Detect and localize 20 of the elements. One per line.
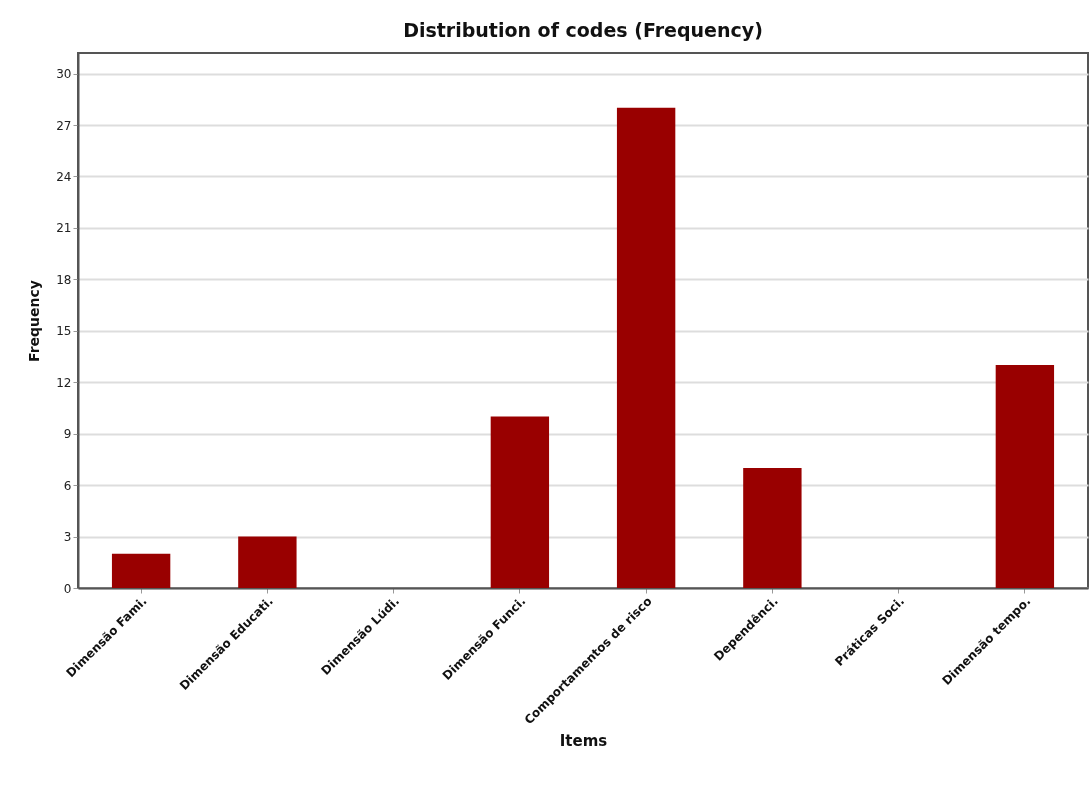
bar — [111, 553, 171, 588]
y-tick-label: 0 — [63, 581, 72, 596]
y-tick-label: 30 — [56, 67, 72, 82]
bar — [490, 416, 550, 588]
y-tick-label: 24 — [56, 169, 72, 184]
y-tick-label: 6 — [63, 478, 72, 493]
chart-title: Distribution of codes (Frequency) — [403, 19, 763, 41]
bar — [616, 107, 676, 588]
y-tick-label: 18 — [56, 272, 72, 287]
bar — [995, 365, 1055, 588]
y-axis-title: Frequency — [26, 280, 43, 362]
y-tick-label: 3 — [63, 530, 72, 545]
bar — [238, 536, 297, 588]
y-tick-label: 9 — [63, 427, 72, 442]
y-tick-label: 21 — [56, 221, 72, 236]
y-tick-label: 27 — [56, 118, 72, 133]
y-tick-label: 12 — [56, 375, 72, 390]
bar — [743, 467, 802, 588]
x-axis-title: Items — [559, 732, 608, 751]
y-tick-label: 15 — [56, 324, 72, 339]
